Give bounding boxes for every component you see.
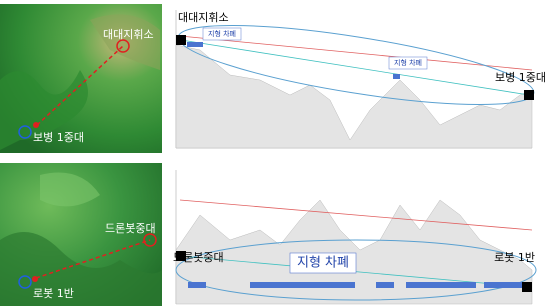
profile-1: 지형 차폐 지형 차폐 대대지휘소 보병 1중대	[168, 4, 550, 153]
map-start-label: 대대지휘소	[103, 28, 154, 41]
map-2: 드론봇중대 로봇 1반	[0, 163, 162, 306]
mask-label: 지형 차폐	[208, 29, 236, 38]
screen: 대대지휘소 보병 1중대 지형 차폐 지형 차폐 대대지휘소 보병 1중대 드론…	[0, 0, 550, 306]
mask-label: 지형 차폐	[297, 256, 349, 271]
map-end-label: 보병 1중대	[33, 131, 84, 144]
map-1: 대대지휘소 보병 1중대	[0, 4, 162, 153]
mask-label: 지형 차폐	[394, 58, 422, 67]
profile-left-label: 드론봇중대	[173, 251, 224, 264]
profile-2: 지형 차폐 드론봇중대 로봇 1반	[168, 163, 550, 306]
map-end-label: 로봇 1반	[33, 287, 74, 300]
profile-right-label: 로봇 1반	[494, 251, 535, 264]
map-start-label: 드론봇중대	[105, 222, 156, 235]
profile-left-label: 대대지휘소	[178, 11, 229, 24]
profile-right-label: 보병 1중대	[495, 71, 546, 84]
